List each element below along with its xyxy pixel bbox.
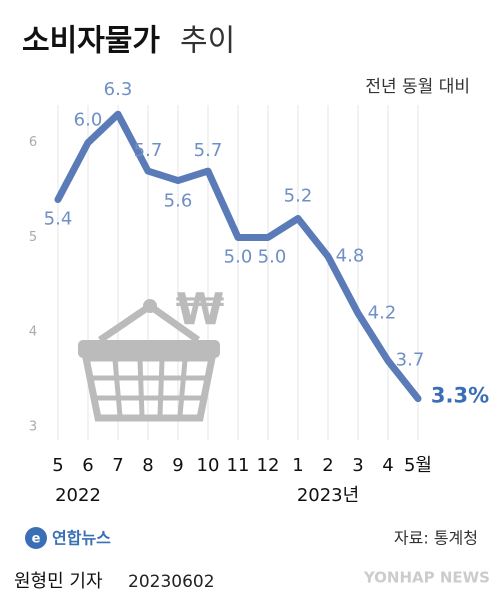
watermark: YONHAP NEWS [363, 569, 490, 587]
yonhap-logo-mark: e [25, 527, 47, 549]
x-tick-label: 3 [352, 455, 363, 476]
chart-title-rest: 추이 [180, 24, 235, 59]
x-tick-label: 1 [292, 455, 303, 476]
value-label: 5.7 [134, 140, 163, 161]
x-tick-label: 7 [112, 455, 123, 476]
value-label: 5.0 [258, 246, 287, 267]
year-label: 2023년 [297, 485, 359, 506]
chart-title: 소비자물가 [22, 24, 160, 59]
x-tick-label: 10 [197, 455, 220, 476]
x-tick-label: 11 [227, 455, 250, 476]
logo-text: 연합뉴스 [52, 529, 111, 548]
x-tick-label: 5 [52, 455, 63, 476]
year-label: 2022 [55, 485, 101, 506]
x-tick-label: 12 [257, 455, 280, 476]
value-label: 5.0 [224, 246, 253, 267]
y-tick-label: 4 [29, 325, 37, 340]
value-label: 3.7 [396, 350, 425, 371]
x-tick-label: 6 [82, 455, 93, 476]
x-tick-label: 9 [172, 455, 183, 476]
value-label: 5.6 [164, 191, 193, 212]
date: 20230602 [128, 572, 215, 592]
basket-icon: ₩ [78, 284, 225, 422]
svg-text:₩: ₩ [176, 284, 225, 335]
subtitle: 전년 동월 대비 [365, 77, 470, 97]
value-label: 5.4 [44, 209, 73, 230]
line [54, 110, 422, 403]
value-label: 5.7 [194, 140, 223, 161]
byline: 원형민 기자 [14, 571, 103, 592]
value-label: 4.8 [336, 245, 365, 266]
svg-text:e: e [32, 532, 41, 547]
x-tick-label: 5월 [404, 455, 432, 476]
x-tick-label: 2 [322, 455, 333, 476]
value-label: 3.3% [431, 384, 489, 408]
source: 자료: 통계청 [394, 529, 478, 548]
value-label: 5.2 [284, 185, 313, 206]
value-label: 4.2 [368, 302, 397, 323]
y-tick-label: 3 [29, 420, 37, 435]
value-label: 6.3 [104, 79, 133, 100]
value-label: 6.0 [74, 110, 103, 131]
x-tick-label: 4 [382, 455, 393, 476]
y-tick-label: 6 [29, 135, 37, 150]
x-tick-label: 8 [142, 455, 153, 476]
y-tick-label: 5 [29, 230, 37, 245]
